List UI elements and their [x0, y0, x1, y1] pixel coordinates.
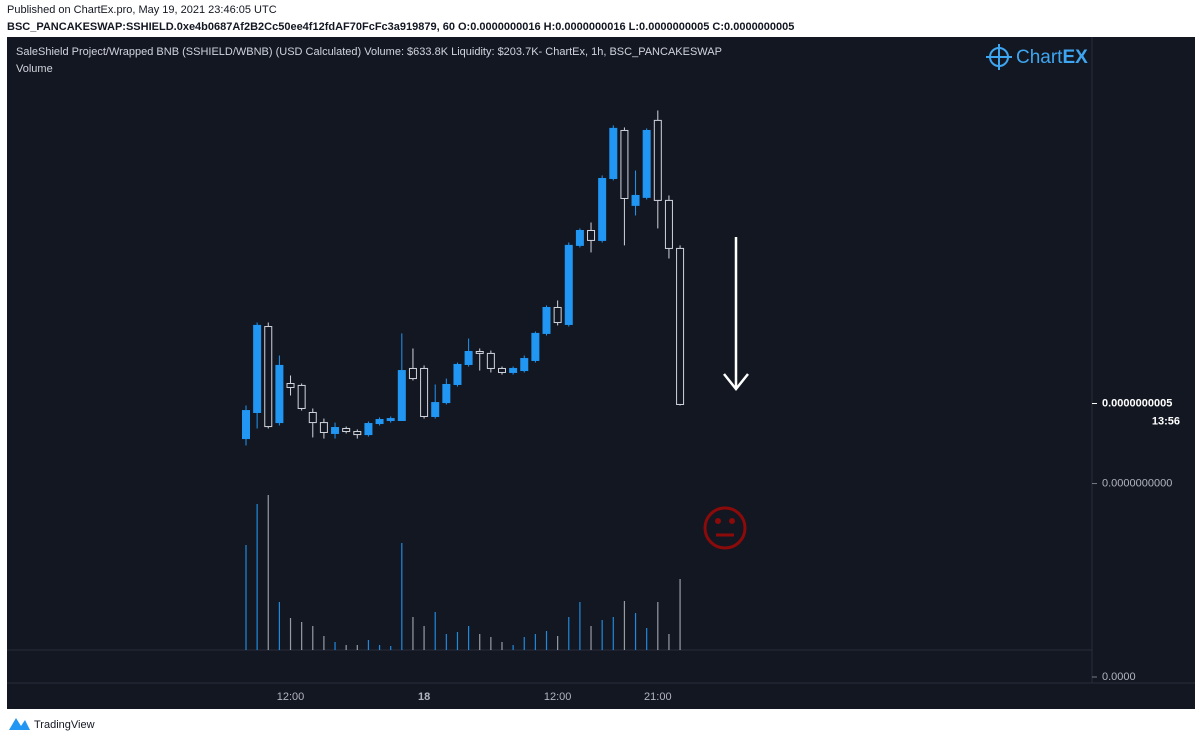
face-eye: [729, 518, 735, 524]
volume-label: Volume: [16, 63, 53, 75]
candle-body: [509, 367, 518, 373]
published-line: Published on ChartEx.pro, May 19, 2021 2…: [7, 4, 277, 16]
candle-body: [553, 306, 562, 324]
symbol-line: BSC_PANCAKESWAP:SSHIELD.0xe4b0687Af2B2Cc…: [7, 21, 794, 33]
candle-body: [664, 199, 673, 249]
candle-body: [431, 402, 440, 417]
candle-body: [653, 119, 662, 201]
x-tick-label: 18: [418, 691, 430, 703]
candle-body: [497, 367, 506, 373]
candle-body: [242, 410, 250, 440]
arrow-head: [723, 373, 749, 392]
face-eye: [715, 518, 721, 524]
candle-body: [420, 367, 429, 417]
candle-body: [286, 383, 295, 389]
candle-body: [520, 358, 529, 372]
candle-body: [353, 431, 362, 436]
logo-text: ChartEX: [1016, 47, 1088, 68]
candle-body: [620, 129, 629, 199]
candle-body: [676, 247, 685, 405]
candle-body: [475, 351, 484, 354]
candle-body: [464, 351, 473, 365]
candle-body: [453, 363, 462, 385]
candle-body: [308, 411, 317, 424]
footer-icon: [9, 718, 30, 730]
candle-body: [342, 427, 351, 433]
x-tick-label: 12:00: [277, 691, 305, 703]
footer-logo: TradingView: [9, 718, 95, 731]
candle-body: [253, 324, 262, 413]
y-tick-label: 0.0000000005: [1102, 397, 1172, 409]
footer-text: TradingView: [34, 719, 95, 731]
candle-body: [575, 230, 584, 246]
chart-background: [7, 37, 1195, 709]
candle-body: [442, 383, 451, 404]
logo-bold: EX: [1062, 47, 1088, 68]
candle-body: [319, 422, 328, 433]
logo: ChartEX: [986, 44, 1088, 70]
candle-body: [587, 230, 596, 241]
candle-body: [297, 384, 306, 409]
volume-tick-label: 0.0000: [1102, 671, 1136, 683]
candle-body: [531, 332, 540, 361]
candle-body: [609, 127, 618, 179]
face-outline: [703, 506, 747, 550]
chart-title: SaleShield Project/Wrapped BNB (SSHIELD/…: [16, 46, 722, 58]
candle-body: [642, 129, 651, 198]
candle-body: [397, 370, 406, 421]
candle-body: [542, 306, 551, 334]
candle-body: [386, 418, 395, 421]
candle-body: [598, 177, 607, 241]
candle-body: [564, 244, 573, 325]
x-tick-label: 12:00: [544, 691, 572, 703]
candle-body: [631, 194, 640, 206]
candle-body: [375, 419, 384, 425]
logo-main: Chart: [1016, 47, 1063, 68]
neutral-face: [703, 506, 747, 550]
candle-body: [364, 423, 373, 436]
down-arrow: [723, 237, 749, 392]
x-tick-label: 21:00: [644, 691, 672, 703]
candle-body: [486, 352, 495, 369]
countdown: 13:56: [1152, 415, 1180, 427]
y-tick-label: 0.0000000000: [1102, 477, 1172, 489]
candle-body: [331, 427, 340, 434]
candle-body: [275, 364, 284, 424]
candle-body: [264, 326, 273, 428]
candle-body: [408, 367, 417, 380]
